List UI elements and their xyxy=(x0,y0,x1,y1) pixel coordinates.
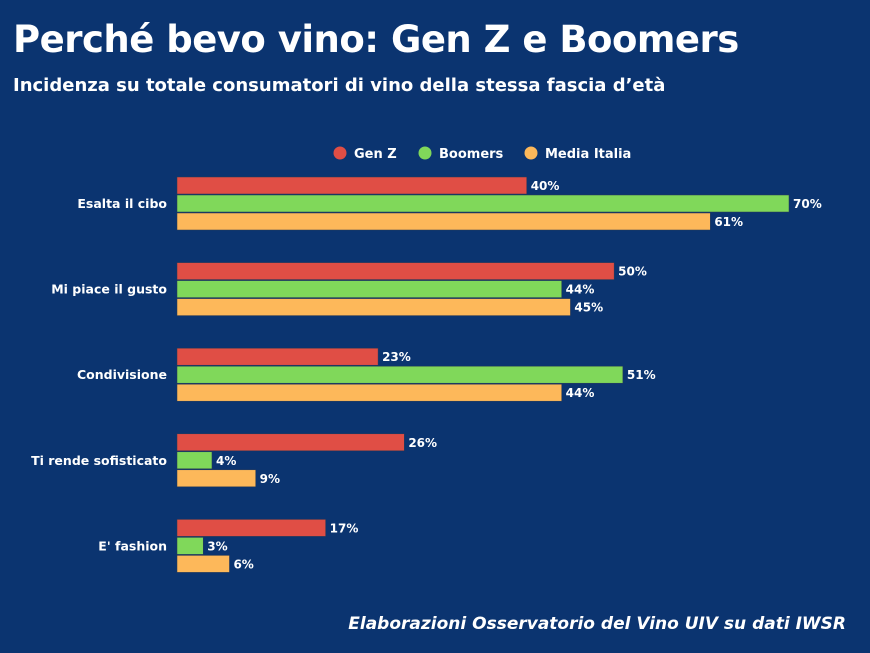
legend-marker xyxy=(418,146,432,160)
category-label: Esalta il cibo xyxy=(77,196,167,211)
legend-label: Boomers xyxy=(439,147,504,162)
data-label: 44% xyxy=(566,386,595,400)
bar xyxy=(176,347,379,366)
bar xyxy=(176,451,213,470)
source-note: Elaborazioni Osservatorio del Vino UIV s… xyxy=(348,614,846,634)
data-label: 61% xyxy=(714,215,743,229)
bar xyxy=(176,298,571,316)
bar xyxy=(176,176,527,195)
chart-title: Perché bevo vino: Gen Z e Boomers xyxy=(13,18,739,61)
legend-label: Gen Z xyxy=(354,147,397,162)
bar xyxy=(176,383,562,402)
data-label: 70% xyxy=(793,197,822,211)
data-label: 23% xyxy=(382,350,411,364)
bar xyxy=(176,262,615,280)
data-label: 40% xyxy=(531,179,560,193)
bar xyxy=(176,469,256,488)
bar xyxy=(176,194,790,213)
bar xyxy=(176,212,711,231)
bar xyxy=(176,365,624,384)
data-label: 50% xyxy=(618,265,647,279)
data-label: 3% xyxy=(207,539,227,553)
data-label: 51% xyxy=(627,368,656,382)
legend-marker xyxy=(333,146,347,160)
data-label: 17% xyxy=(330,521,359,535)
data-label: 26% xyxy=(408,436,437,450)
data-label: 4% xyxy=(216,454,236,468)
category-label: Condivisione xyxy=(77,367,167,382)
category-label: E' fashion xyxy=(98,538,167,553)
bar xyxy=(176,433,405,452)
legend-label: Media Italia xyxy=(545,147,631,162)
bar xyxy=(176,555,230,573)
data-label: 45% xyxy=(574,301,603,315)
bar xyxy=(176,537,204,555)
bar xyxy=(176,519,326,537)
category-label: Mi piace il gusto xyxy=(51,282,167,297)
category-label: Ti rende sofisticato xyxy=(31,453,167,468)
chart-subtitle: Incidenza su totale consumatori di vino … xyxy=(13,75,666,96)
bar xyxy=(176,280,562,298)
data-label: 44% xyxy=(566,283,595,297)
data-label: 9% xyxy=(260,472,280,486)
data-label: 6% xyxy=(233,557,253,571)
legend-marker xyxy=(524,146,538,160)
